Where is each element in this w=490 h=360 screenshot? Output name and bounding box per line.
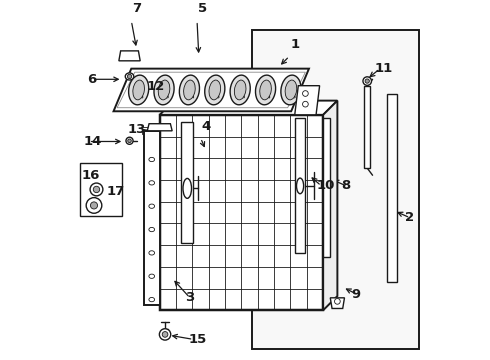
Ellipse shape <box>209 80 220 100</box>
Polygon shape <box>147 124 172 131</box>
Ellipse shape <box>149 157 154 162</box>
Bar <box>80 163 122 216</box>
Ellipse shape <box>93 186 99 193</box>
Ellipse shape <box>125 73 134 80</box>
Polygon shape <box>119 51 140 61</box>
Ellipse shape <box>335 298 340 304</box>
Ellipse shape <box>302 101 308 107</box>
Ellipse shape <box>128 75 149 105</box>
Ellipse shape <box>149 274 154 278</box>
Ellipse shape <box>159 329 171 340</box>
Polygon shape <box>252 30 419 349</box>
Ellipse shape <box>86 198 102 213</box>
Ellipse shape <box>149 228 154 232</box>
Polygon shape <box>330 298 344 309</box>
Ellipse shape <box>260 80 271 100</box>
Text: 12: 12 <box>147 80 165 93</box>
Ellipse shape <box>363 77 371 85</box>
Text: 2: 2 <box>405 211 414 224</box>
Ellipse shape <box>127 74 132 78</box>
Ellipse shape <box>302 91 308 96</box>
Ellipse shape <box>128 139 131 143</box>
Ellipse shape <box>133 80 145 100</box>
Text: 1: 1 <box>290 38 299 51</box>
Ellipse shape <box>285 80 297 100</box>
Bar <box>144 131 160 305</box>
Ellipse shape <box>154 75 174 105</box>
Text: 7: 7 <box>132 3 141 15</box>
Bar <box>295 118 305 253</box>
Bar <box>181 122 194 243</box>
Ellipse shape <box>90 183 103 196</box>
Text: 8: 8 <box>341 179 350 192</box>
Text: 9: 9 <box>352 288 361 301</box>
Bar <box>160 115 323 310</box>
Ellipse shape <box>230 75 250 105</box>
Ellipse shape <box>234 80 246 100</box>
Polygon shape <box>160 100 338 115</box>
Ellipse shape <box>281 75 301 105</box>
Ellipse shape <box>184 80 195 100</box>
Ellipse shape <box>149 297 154 302</box>
Ellipse shape <box>126 137 133 144</box>
Ellipse shape <box>158 80 170 100</box>
Text: 15: 15 <box>188 333 206 346</box>
Polygon shape <box>323 100 338 310</box>
Text: 16: 16 <box>81 169 100 182</box>
Text: 5: 5 <box>198 3 207 15</box>
Ellipse shape <box>296 178 304 194</box>
Ellipse shape <box>149 298 154 304</box>
Text: 11: 11 <box>375 62 393 75</box>
Text: 6: 6 <box>87 73 96 86</box>
Bar <box>323 118 330 257</box>
Ellipse shape <box>149 181 154 185</box>
Polygon shape <box>295 86 319 115</box>
Ellipse shape <box>162 332 168 337</box>
Text: 3: 3 <box>185 291 194 304</box>
Bar <box>364 86 370 168</box>
Ellipse shape <box>365 79 369 83</box>
Text: 14: 14 <box>83 135 102 148</box>
Bar <box>387 94 397 282</box>
Ellipse shape <box>179 75 199 105</box>
Text: 17: 17 <box>106 185 124 198</box>
Bar <box>142 127 162 134</box>
Ellipse shape <box>91 202 98 209</box>
Ellipse shape <box>149 204 154 208</box>
Polygon shape <box>114 69 309 111</box>
Ellipse shape <box>183 179 192 198</box>
Ellipse shape <box>255 75 276 105</box>
Ellipse shape <box>205 75 225 105</box>
Text: 10: 10 <box>316 179 335 192</box>
Ellipse shape <box>149 251 154 255</box>
Text: 13: 13 <box>127 122 146 136</box>
Text: 4: 4 <box>201 120 211 132</box>
Bar <box>160 115 323 310</box>
